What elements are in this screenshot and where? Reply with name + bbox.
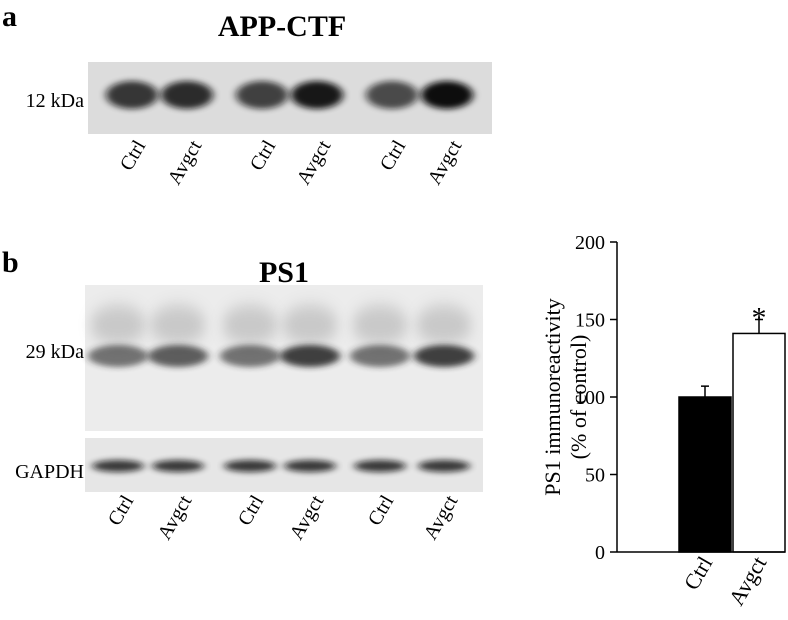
- blot-bands: [106, 81, 473, 109]
- y-tick-label: 100: [575, 387, 605, 409]
- lane-label: Ctrl: [246, 136, 281, 174]
- y-tick-label: 150: [575, 310, 605, 332]
- panel-label: b: [2, 246, 19, 279]
- bar: [732, 332, 786, 553]
- bar: [678, 396, 732, 553]
- band: [150, 305, 206, 345]
- band: [224, 460, 276, 472]
- band: [220, 345, 280, 367]
- lane-labels: Ctrl Avgct Ctrl Avgct Ctrl Avgct: [116, 136, 467, 188]
- lane-label: Avgct: [424, 136, 467, 188]
- blot: [85, 438, 483, 492]
- y-axis-label: (% of control): [566, 335, 591, 460]
- band: [416, 305, 472, 345]
- band: [291, 81, 343, 109]
- band: [282, 305, 338, 345]
- blot-bands: [88, 305, 474, 472]
- lane-label: Avgct: [154, 491, 197, 543]
- band: [222, 305, 278, 345]
- band: [161, 81, 213, 109]
- blot-title: APP-CTF: [218, 10, 346, 43]
- band: [148, 345, 208, 367]
- band: [354, 460, 406, 472]
- significance-marker: *: [752, 302, 767, 335]
- y-axis-label: PS1 immunoreactivity: [540, 298, 565, 495]
- x-tick-label: Avgct: [724, 552, 772, 610]
- lane-label: Ctrl: [364, 491, 399, 529]
- band: [92, 460, 144, 472]
- y-tick-label: 0: [595, 542, 605, 564]
- band: [90, 305, 146, 345]
- band: [352, 305, 408, 345]
- band: [284, 460, 336, 472]
- band: [280, 345, 340, 367]
- band: [350, 345, 410, 367]
- bar-chart: 0 50 100 150 200 PS1 immunoreactivity (% of co…: [540, 232, 786, 610]
- x-tick-label: Ctrl: [679, 552, 718, 594]
- y-tick-label: 200: [575, 232, 605, 254]
- lane-labels: Ctrl Avgct Ctrl Avgct Ctrl Avgct: [104, 491, 463, 543]
- band: [88, 345, 148, 367]
- band: [414, 345, 474, 367]
- lane-label: Avgct: [164, 136, 207, 188]
- panel-label: a: [2, 0, 17, 33]
- marker-label: 12 kDa: [26, 90, 84, 112]
- lane-label: Ctrl: [104, 491, 139, 529]
- lane-label: Avgct: [420, 491, 463, 543]
- blot-title: PS1: [259, 256, 309, 289]
- y-tick-label: 50: [585, 465, 605, 487]
- band: [366, 81, 418, 109]
- lane-label: Avgct: [293, 136, 336, 188]
- lane-label: Avgct: [286, 491, 329, 543]
- lane-label: Ctrl: [234, 491, 269, 529]
- lane-label: Ctrl: [116, 136, 151, 174]
- band: [106, 81, 158, 109]
- loading-control-label: GAPDH: [15, 461, 84, 483]
- band: [418, 460, 470, 472]
- lane-label: Ctrl: [376, 136, 411, 174]
- band: [236, 81, 288, 109]
- band: [152, 460, 204, 472]
- band: [421, 81, 473, 109]
- marker-label: 29 kDa: [26, 341, 84, 363]
